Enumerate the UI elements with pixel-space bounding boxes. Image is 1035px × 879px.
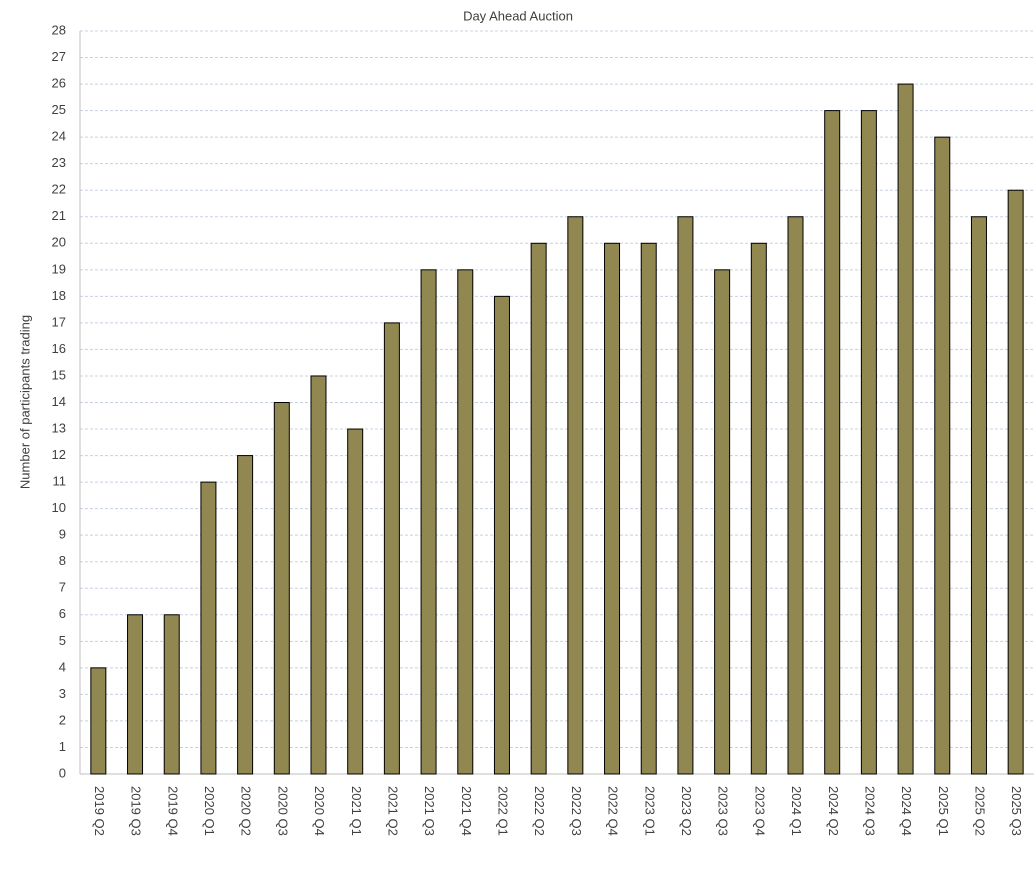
x-tick-label: 2023 Q3: [716, 786, 731, 836]
y-tick-label: 22: [52, 182, 66, 197]
y-tick-label: 11: [53, 474, 67, 489]
bar: [273, 402, 290, 775]
bar: [714, 269, 731, 775]
y-tick-label: 28: [52, 22, 66, 37]
y-tick-label: 26: [52, 76, 66, 91]
bar: [567, 216, 584, 775]
bar: [530, 242, 547, 775]
bar: [383, 322, 400, 775]
y-tick-label: 12: [52, 447, 66, 462]
bar: [420, 269, 437, 775]
y-tick-label: 2: [59, 712, 66, 727]
bar: [640, 242, 657, 775]
bar: [604, 242, 621, 775]
bar: [493, 295, 510, 775]
x-tick-label: 2023 Q2: [679, 786, 694, 836]
x-tick-label: 2021 Q1: [349, 786, 364, 836]
y-tick-label: 23: [52, 155, 66, 170]
bar: [897, 83, 914, 775]
y-tick-label: 5: [59, 633, 66, 648]
x-tick-label: 2020 Q4: [312, 786, 327, 836]
y-tick-label: 7: [59, 580, 66, 595]
y-tick-label: 8: [59, 553, 66, 568]
bar: [127, 614, 144, 775]
y-tick-label: 4: [59, 659, 66, 674]
x-tick-label: 2022 Q2: [532, 786, 547, 836]
x-tick-label: 2024 Q2: [826, 786, 841, 836]
x-tick-label: 2019 Q3: [129, 786, 144, 836]
bar: [677, 216, 694, 775]
bar: [860, 110, 877, 775]
y-tick-label: 1: [59, 739, 66, 754]
bar: [163, 614, 180, 775]
x-tick-label: 2023 Q4: [752, 786, 767, 836]
y-tick-label: 10: [52, 500, 66, 515]
y-tick-label: 13: [52, 420, 66, 435]
bar: [237, 455, 254, 775]
x-tick-label: 2020 Q2: [239, 786, 254, 836]
x-tick-label: 2025 Q1: [936, 786, 951, 836]
y-tick-label: 16: [52, 341, 66, 356]
x-tick-label: 2021 Q3: [422, 786, 437, 836]
y-tick-label: 9: [59, 527, 66, 542]
bar: [934, 136, 951, 775]
x-tick-label: 2024 Q4: [899, 786, 914, 836]
y-tick-label: 25: [52, 102, 66, 117]
bar: [824, 110, 841, 775]
x-tick-label: 2021 Q2: [385, 786, 400, 836]
y-tick-label: 14: [52, 394, 66, 409]
y-tick-label: 19: [52, 261, 66, 276]
bar: [750, 242, 767, 775]
bar: [1007, 189, 1024, 775]
x-tick-label: 2025 Q2: [973, 786, 988, 836]
x-tick-label: 2025 Q3: [1009, 786, 1024, 836]
x-tick-label: 2024 Q1: [789, 786, 804, 836]
y-tick-label: 24: [52, 129, 66, 144]
x-tick-label: 2020 Q3: [275, 786, 290, 836]
y-tick-label: 15: [52, 367, 66, 382]
bar: [310, 375, 327, 775]
x-tick-label: 2022 Q4: [606, 786, 621, 836]
y-tick-label: 18: [52, 288, 66, 303]
y-axis-label: Number of participants trading: [17, 315, 32, 489]
bar: [347, 428, 364, 775]
bar: [90, 667, 107, 775]
y-tick-label: 20: [52, 235, 66, 250]
x-tick-label: 2019 Q4: [165, 786, 180, 836]
y-tick-label: 17: [52, 314, 66, 329]
x-tick-label: 2024 Q3: [862, 786, 877, 836]
x-tick-label: 2020 Q1: [202, 786, 217, 836]
y-tick-label: 6: [59, 606, 66, 621]
chart-title: Day Ahead Auction: [463, 8, 573, 23]
y-tick-label: 3: [59, 686, 66, 701]
bar: [970, 216, 987, 775]
y-tick-label: 27: [52, 49, 66, 64]
x-tick-label: 2021 Q4: [459, 786, 474, 836]
bar: [200, 481, 217, 775]
y-tick-label: 0: [59, 765, 66, 780]
x-tick-label: 2022 Q1: [496, 786, 511, 836]
bar: [787, 216, 804, 775]
bar: [457, 269, 474, 775]
x-tick-label: 2023 Q1: [642, 786, 657, 836]
x-tick-label: 2022 Q3: [569, 786, 584, 836]
x-tick-label: 2019 Q2: [92, 786, 107, 836]
y-tick-label: 21: [52, 208, 66, 223]
